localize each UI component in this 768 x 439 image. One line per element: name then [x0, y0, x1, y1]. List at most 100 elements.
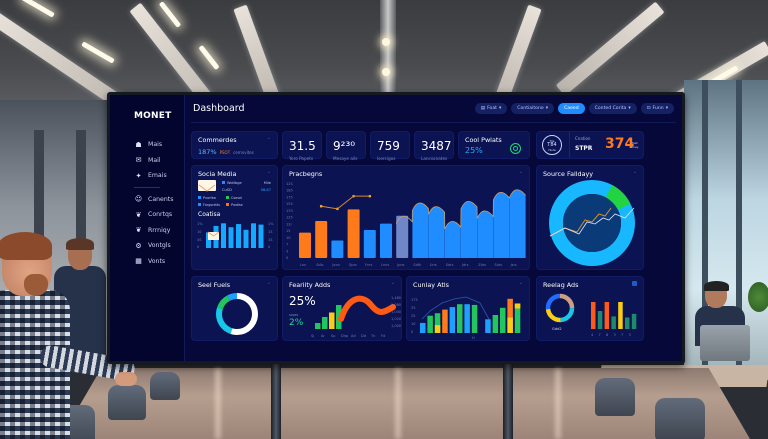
cool-points-value: 25% [465, 146, 483, 155]
feariity-headline: 25% [289, 294, 316, 308]
ceiling-spotlight [382, 68, 390, 76]
svg-text:Dnp: Dnp [341, 334, 349, 338]
svg-text:1,080: 1,080 [391, 303, 401, 307]
chevron-down-icon[interactable]: ⌄ [518, 169, 523, 175]
creation-card[interactable]: Tile T84 Hude Cnation STPR 374 fast fney [536, 131, 644, 159]
cool-points-card[interactable]: Cool Pwlats 25% [458, 131, 530, 159]
ceiling-spotlight [382, 38, 390, 46]
pracbegns-chart-card[interactable]: Pracbegns ⌄ 0 3 7 10 15 12I 125 133 155 175 185 12S… [282, 165, 530, 270]
twitter-icon: ❦ [135, 226, 142, 235]
chevron-down-icon: ▾ [498, 106, 502, 111]
sidebar-item-conrtqs[interactable]: ❦ Conrtqs [135, 210, 173, 219]
grid-icon: ▦ [135, 257, 142, 266]
mail-icon: ✉ [135, 156, 142, 165]
svg-text:Tn: Tn [370, 334, 375, 338]
svg-text:Ar: Ar [321, 334, 325, 338]
svg-text:Lnn: Lnn [300, 263, 306, 267]
comments-card[interactable]: Commerdes ⌄ 187% PSOT cemnvites [191, 131, 278, 159]
svg-text:1S: 1S [268, 230, 273, 234]
svg-text:12I: 12I [286, 222, 292, 226]
svg-text:0: 0 [411, 330, 413, 334]
svg-text:133: 133 [286, 209, 293, 213]
gear-icon: ⚙ [135, 241, 142, 250]
ceiling-pole [380, 0, 396, 110]
kpi-tile[interactable]: 9²³⁰ Mesaye ails [326, 131, 366, 161]
bag-icon: ☗ [135, 140, 142, 149]
sidebar-item-mail[interactable]: ✉ Mail [135, 156, 161, 165]
svg-text:Jdrs: Jdrs [461, 263, 469, 267]
sidebar-item-canents[interactable]: ☺ Canents [134, 195, 174, 204]
filter-pill-foat[interactable]: ▤ Foat ▾ [474, 103, 508, 114]
svg-text:8: 8 [606, 333, 608, 337]
status-ring-icon [510, 143, 521, 154]
seel-fuels-card[interactable]: Seel Fuels ⌄ [191, 276, 278, 341]
brand-logo: MONET [134, 111, 172, 121]
sidebar-item-mais[interactable]: ☗ Mais [135, 140, 163, 149]
filter-pill-conted-corita[interactable]: Conted Corita ▾ [588, 103, 637, 114]
svg-text:3: 3 [629, 333, 631, 337]
social-media-card[interactable]: Socia Media ⌄ Wotlbge CuSD Mile 58.87 Pv… [191, 165, 278, 270]
chevron-down-icon[interactable]: ⌄ [266, 169, 271, 175]
svg-text:155: 155 [286, 202, 293, 206]
creation-value: 374 [605, 136, 635, 152]
badge-circle: Tile T84 Hude [542, 135, 562, 155]
svg-text:Sdls: Sdls [316, 263, 323, 267]
social-bar-chart: 1% 10 4S 0 1% 1S 1S 0 [197, 222, 274, 249]
kpi-tile[interactable]: 3487 Lancsonates [414, 131, 454, 161]
expand-icon[interactable] [632, 281, 637, 286]
svg-text:0: 0 [286, 256, 288, 260]
laptop [700, 325, 750, 361]
chevron-down-icon[interactable]: ⌄ [632, 169, 637, 175]
svg-text:12S: 12S [286, 182, 293, 186]
svg-text:1,480: 1,480 [391, 296, 401, 300]
kpi-tile[interactable]: 31.5 Yoro Papets [282, 131, 322, 161]
svg-text:Sdfk: Sdfk [413, 263, 422, 267]
kpi-tile[interactable]: 759 lsercigos [370, 131, 410, 161]
svg-text:0: 0 [197, 245, 199, 249]
sidebar-item-rrrniqy[interactable]: ❦ Rrrniqy [135, 226, 171, 235]
svg-text:Lkrs: Lkrs [430, 263, 437, 267]
top-bar: Dashboard ▤ Foat ▾ Contiaitone ▾ Caeed Cont… [191, 95, 676, 123]
chevron-down-icon[interactable]: ⌄ [518, 280, 523, 286]
chevron-down-icon: ▾ [545, 106, 549, 111]
svg-text:1S: 1S [268, 238, 273, 242]
filter-pills: ▤ Foat ▾ Contiaitone ▾ Caeed Conted Corita ▾… [474, 103, 674, 114]
svg-text:1,000: 1,000 [391, 324, 401, 328]
file-icon: ▤ [480, 106, 486, 111]
chevron-down-icon[interactable]: ⌄ [390, 280, 395, 286]
comments-tag: PSOT [219, 150, 231, 155]
sidebar-item-emais[interactable]: ✦ Emais [135, 171, 167, 180]
twitter-icon: ❦ [135, 210, 142, 219]
envelope-icon [198, 180, 216, 192]
seel-fuels-donut-chart [216, 293, 258, 335]
plant [748, 282, 768, 312]
svg-text:3: 3 [286, 249, 288, 253]
monitor-stand-leg [271, 362, 281, 439]
source-falldayy-card[interactable]: Source Falldayy ⌄ [536, 165, 644, 270]
chevron-down-icon[interactable]: ⌄ [266, 135, 271, 141]
svg-text:Dd: Dd [361, 334, 366, 338]
svg-text:0: 0 [268, 245, 270, 249]
cunlay-atls-card[interactable]: Cunlay Atls ⌄ 0 10 25 33 175 H [406, 276, 530, 341]
svg-text:7: 7 [286, 243, 288, 247]
svg-text:1%: 1% [268, 222, 274, 226]
cunlay-atls-bar-chart: 0 10 25 33 175 H [411, 296, 521, 340]
filter-pill-funn[interactable]: ⊡ Funn ▾ [640, 103, 674, 114]
svg-text:Lnns: Lnns [381, 263, 389, 267]
social-legend: Pvarfea Csesel Forgsretts Pwdlse [198, 196, 254, 207]
reelag-bar-chart: 4 7 8 3 7 3 [591, 302, 637, 337]
svg-text:25: 25 [411, 314, 415, 318]
pracbegns-bar-chart: 0 3 7 10 15 12I 125 133 155 175 185 12S Lnn Sdls Janx… [286, 182, 526, 267]
filter-pill-contiaitone[interactable]: Contiaitone ▾ [511, 103, 555, 114]
sidebar-item-vonts[interactable]: ▦ Vonts [135, 257, 166, 266]
svg-text:Fd: Fd [381, 334, 385, 338]
dashboard-screen: MONET ☗ Mais ✉ Mail ✦ Emais ☺ Canents ❦ Conrt… [110, 95, 682, 361]
svg-text:10: 10 [411, 322, 415, 326]
chevron-down-icon[interactable]: ⌄ [266, 280, 271, 286]
filter-pill-caeed[interactable]: Caeed [558, 103, 585, 114]
svg-text:Ad: Ad [351, 334, 356, 338]
sidebar-item-vontgls[interactable]: ⚙ Vontgls [135, 241, 171, 250]
feariity-adds-card[interactable]: Feariity Adds ⌄ 25% sopes 2% 1,480 1,080 1… [282, 276, 402, 341]
